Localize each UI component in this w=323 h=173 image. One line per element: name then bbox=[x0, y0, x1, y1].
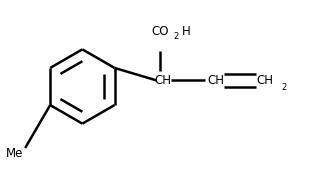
Text: H: H bbox=[182, 25, 191, 38]
Text: CH: CH bbox=[207, 74, 224, 87]
Text: CH: CH bbox=[154, 74, 171, 87]
Text: CH: CH bbox=[257, 74, 274, 87]
Text: 2: 2 bbox=[281, 83, 286, 92]
Text: 2: 2 bbox=[174, 32, 179, 41]
Text: CO: CO bbox=[152, 25, 169, 38]
Text: Me: Me bbox=[6, 147, 23, 160]
